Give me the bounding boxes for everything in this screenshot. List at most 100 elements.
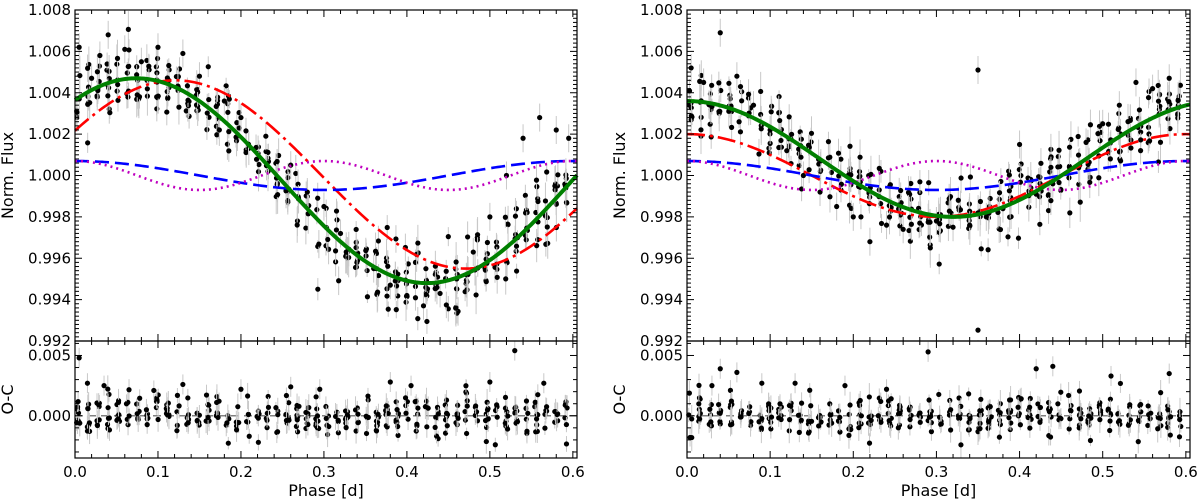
residual-point [96, 402, 102, 408]
residual-point [696, 401, 702, 407]
flux-point [726, 80, 732, 86]
residual-point [306, 404, 312, 411]
flux-point [415, 240, 421, 246]
x-tick-label: 0.6 [1174, 463, 1198, 481]
residual-point [512, 409, 518, 416]
residual-point [294, 417, 300, 423]
x-tick-label: 0.5 [478, 463, 502, 481]
residual-y-tick-label: 0.005 [640, 346, 683, 364]
flux-point [945, 223, 952, 229]
flux-point [315, 286, 321, 292]
residual-point [174, 428, 180, 434]
residual-point [344, 412, 351, 418]
flux-point [522, 192, 528, 199]
flux-point [758, 111, 764, 118]
flux-point [85, 101, 91, 107]
residual-point [532, 399, 538, 405]
model-line-component-3 [74, 159, 578, 192]
residual-point [938, 421, 944, 427]
residual-y-tick-label: 0.005 [28, 346, 71, 364]
flux-point [847, 143, 853, 149]
flux-point [513, 243, 520, 249]
residual-point [1087, 437, 1094, 444]
residual-point [264, 410, 270, 416]
residual-point [365, 393, 371, 399]
residual-point [846, 411, 852, 418]
flux-point [1136, 107, 1143, 113]
flux-point-outlier [134, 92, 140, 98]
flux-point [1056, 147, 1062, 153]
residual-point [835, 408, 842, 414]
flux-point [736, 119, 742, 125]
residual-point [106, 427, 113, 433]
residual-point [455, 402, 461, 408]
residual-point [1107, 418, 1113, 424]
flux-point [375, 289, 381, 295]
residual-point [265, 393, 271, 400]
residual-point [463, 383, 469, 389]
flux-point [144, 57, 150, 64]
x-tick-label: 0.3 [312, 463, 336, 481]
flux-point-outlier [834, 203, 840, 210]
flux-point [777, 117, 783, 124]
flux-point [334, 217, 340, 223]
residual-point [542, 425, 548, 431]
residual-point [134, 401, 140, 407]
residual-point [1158, 390, 1164, 396]
flux-point [144, 86, 150, 92]
residual-point [697, 416, 703, 422]
flux-y-tick-label: 0.998 [640, 208, 683, 226]
residual-point [75, 404, 81, 410]
flux-point [114, 55, 121, 61]
residual-point-outlier [1108, 373, 1114, 379]
flux-point [395, 293, 401, 299]
residual-point [818, 419, 824, 425]
flux-y-tick-label: 1.002 [28, 125, 71, 143]
flux-point [512, 213, 519, 219]
residual-point [535, 392, 541, 398]
flux-point [363, 248, 369, 254]
residual-point [494, 402, 500, 408]
residual-point [747, 404, 753, 410]
flux-point [372, 248, 379, 254]
residual-point [1125, 422, 1132, 428]
residual-point [355, 411, 361, 417]
residual-y-tick-label: 0.000 [28, 407, 71, 425]
flux-point [85, 65, 91, 71]
residual-point [75, 398, 81, 405]
flux-point [385, 263, 391, 269]
residual-point [204, 418, 211, 424]
flux-point-outlier [967, 222, 973, 228]
flux-point [333, 227, 340, 233]
flux-point [897, 223, 903, 229]
flux-point [225, 109, 231, 115]
residual-point [1156, 415, 1162, 421]
flux-point-outlier [537, 114, 543, 121]
residual-point [1017, 422, 1023, 428]
flux-point-outlier [196, 73, 203, 79]
flux-point [997, 226, 1004, 233]
residual-point [1047, 434, 1054, 440]
residual-point [806, 418, 813, 425]
flux-point [315, 195, 321, 201]
flux-point [805, 142, 812, 148]
flux-point [184, 83, 191, 89]
flux-y-tick-label: 1.000 [640, 167, 683, 185]
flux-point [758, 126, 764, 132]
residual-point [1167, 432, 1173, 438]
flux-point-outlier [688, 65, 694, 71]
x-tick-label: 0.2 [229, 463, 253, 481]
residual-point [858, 413, 864, 419]
residual-point [286, 400, 292, 406]
flux-point-outlier [883, 222, 890, 228]
residual-point [353, 428, 359, 434]
residual-point [996, 434, 1003, 440]
residual-point [134, 411, 140, 417]
flux-point [797, 129, 803, 135]
flux-point [1115, 126, 1121, 133]
model-line-total-model [73, 76, 579, 286]
residual-point [255, 439, 261, 445]
residual-point [233, 427, 240, 433]
residual-point [848, 426, 854, 433]
residual-point [1037, 419, 1043, 425]
